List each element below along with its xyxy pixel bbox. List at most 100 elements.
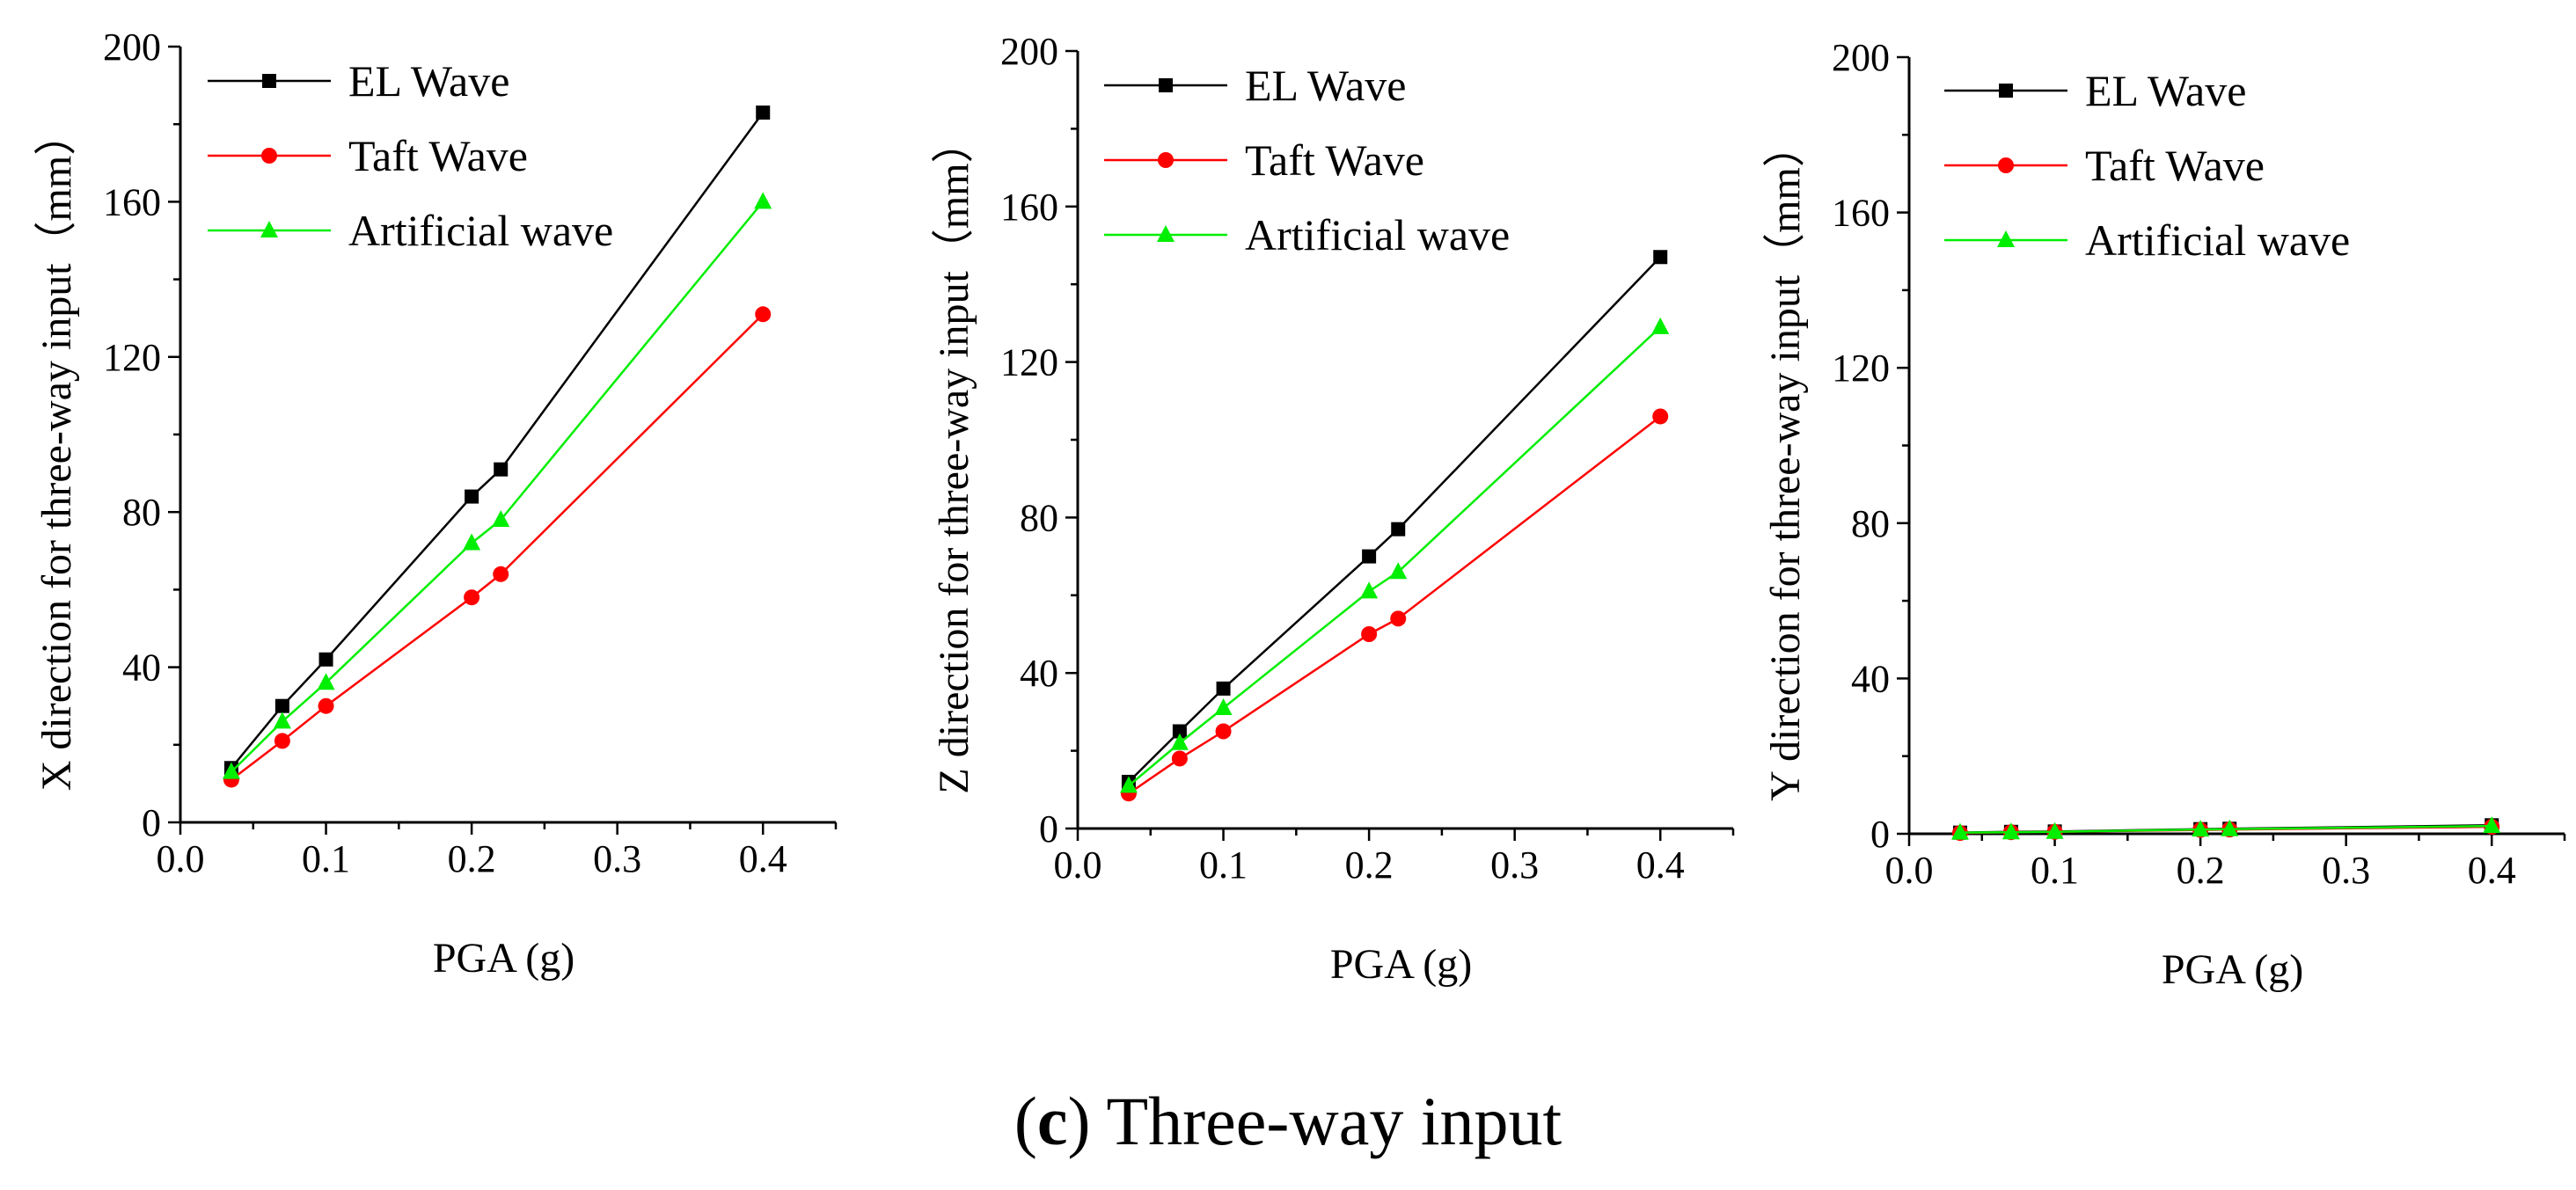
y-tick-label: 200 <box>1000 30 1058 73</box>
x-axis-title: PGA (g) <box>1330 941 1472 988</box>
series-line-artificial-wave <box>1959 824 2492 834</box>
data-point-triangle <box>1950 822 1969 840</box>
y-tick-label: 120 <box>103 336 161 379</box>
data-point-square <box>494 462 509 477</box>
x-tick-label: 0.0 <box>1054 843 1102 887</box>
data-point-triangle <box>317 673 335 690</box>
x-tick-label: 0.3 <box>2322 849 2370 892</box>
y-tick-label: 200 <box>1832 36 1890 79</box>
legend-marker <box>1157 225 1175 242</box>
data-point-triangle <box>1214 697 1233 715</box>
legend-marker <box>1158 152 1174 168</box>
caption-text: Three-way input <box>1090 1083 1562 1159</box>
legend-marker <box>1998 157 2014 173</box>
data-point-triangle <box>2002 822 2020 840</box>
x-tick-label: 0.2 <box>2177 849 2225 892</box>
legend-label: Taft Wave <box>1245 135 1424 185</box>
data-point-triangle <box>1389 562 1408 580</box>
data-point-circle <box>1215 723 1232 740</box>
legend-marker <box>262 74 276 88</box>
y-tick-label: 80 <box>1020 496 1058 539</box>
figure-caption: (c) Three-way input <box>0 1082 2576 1161</box>
y-tick-label: 40 <box>1020 652 1058 695</box>
caption-close-paren: ) <box>1067 1083 1091 1159</box>
data-point-circle <box>1390 610 1407 627</box>
y-tick-label: 0 <box>1870 813 1890 856</box>
data-point-square <box>465 489 479 504</box>
series-line-artificial-wave <box>231 201 765 773</box>
x-tick-label: 0.2 <box>1345 843 1394 887</box>
legend-marker <box>1159 78 1173 92</box>
chart-panel-1: 0.0 0.1 0.2 0.3 0.4 0 40 80 120 160 200 PGA (g) X di… <box>33 26 838 982</box>
y-axis-title: X direction for three-way input（mm） <box>33 113 80 791</box>
data-point-triangle <box>2045 821 2064 839</box>
x-axis-title: PGA (g) <box>433 935 574 982</box>
y-tick-label: 40 <box>1851 657 1890 700</box>
x-tick-label: 0.1 <box>2031 849 2079 892</box>
y-tick-label: 200 <box>103 26 161 69</box>
y-tick-label: 0 <box>142 801 161 844</box>
data-point-triangle <box>222 762 240 779</box>
x-tick-label: 0.3 <box>1490 843 1539 887</box>
data-point-circle <box>274 733 290 749</box>
data-point-circle <box>464 589 480 606</box>
data-point-circle <box>1361 626 1378 642</box>
y-tick-label: 80 <box>122 491 161 534</box>
x-tick-label: 0.0 <box>157 837 205 880</box>
y-tick-label: 80 <box>1851 502 1890 545</box>
x-tick-label: 0.4 <box>2468 849 2516 892</box>
x-tick-label: 0.4 <box>739 837 787 880</box>
data-point-triangle <box>273 712 291 729</box>
data-point-circle <box>493 566 509 582</box>
y-tick-label: 160 <box>1000 186 1058 229</box>
legend-label: Artificial wave <box>1245 210 1510 259</box>
data-point-square <box>274 698 289 713</box>
x-tick-label: 0.0 <box>1885 849 1934 892</box>
series-line-taft-wave <box>1128 415 1661 795</box>
data-point-triangle <box>2192 820 2210 837</box>
data-point-circle <box>318 697 334 714</box>
legend-marker <box>1997 230 2015 247</box>
y-tick-label: 120 <box>1832 347 1890 390</box>
series-line-el-wave <box>230 112 765 770</box>
data-point-square <box>1362 549 1377 564</box>
chart-panel-3: 0.0 0.1 0.2 0.3 0.4 0 40 80 120 160 200 PGA (g) Y di… <box>1762 36 2566 993</box>
y-axis-title: Z direction for three-way input（mm） <box>931 120 977 793</box>
x-tick-label: 0.4 <box>1636 843 1685 887</box>
chart-panel-2: 0.0 0.1 0.2 0.3 0.4 0 40 80 120 160 200 PGA (g) Z di… <box>931 30 1735 988</box>
legend-label: Taft Wave <box>2085 141 2265 190</box>
data-point-triangle <box>1170 733 1189 750</box>
data-point-triangle <box>1651 317 1670 334</box>
caption-open-paren: ( <box>1014 1083 1037 1159</box>
data-point-circle <box>1171 750 1188 767</box>
series-line-taft-wave <box>231 313 765 781</box>
x-tick-label: 0.2 <box>448 837 496 880</box>
data-point-square <box>1216 681 1231 696</box>
data-point-circle <box>755 306 772 323</box>
x-axis-title: PGA (g) <box>2162 946 2303 993</box>
legend-label: EL Wave <box>2085 66 2246 115</box>
series-line-artificial-wave <box>1128 325 1662 787</box>
data-point-triangle <box>2483 816 2501 834</box>
x-tick-label: 0.3 <box>593 837 641 880</box>
data-point-square <box>1172 724 1187 739</box>
legend-label: EL Wave <box>1245 61 1406 110</box>
y-tick-label: 160 <box>103 180 161 223</box>
data-point-square <box>318 652 333 667</box>
data-point-triangle <box>463 533 481 551</box>
data-point-triangle <box>492 510 510 528</box>
data-point-triangle <box>754 192 772 209</box>
data-point-triangle <box>2221 819 2239 836</box>
legend-marker <box>1999 84 2013 98</box>
legend-label: EL Wave <box>348 56 509 106</box>
legend-marker <box>260 221 278 237</box>
legend-label: Taft Wave <box>348 131 528 180</box>
y-tick-label: 120 <box>1000 341 1058 384</box>
y-tick-label: 160 <box>1832 192 1890 235</box>
y-tick-label: 0 <box>1039 807 1058 851</box>
data-point-square <box>1653 250 1668 265</box>
x-tick-label: 0.1 <box>1199 843 1248 887</box>
caption-letter: c <box>1036 1083 1068 1159</box>
data-point-square <box>756 105 771 120</box>
